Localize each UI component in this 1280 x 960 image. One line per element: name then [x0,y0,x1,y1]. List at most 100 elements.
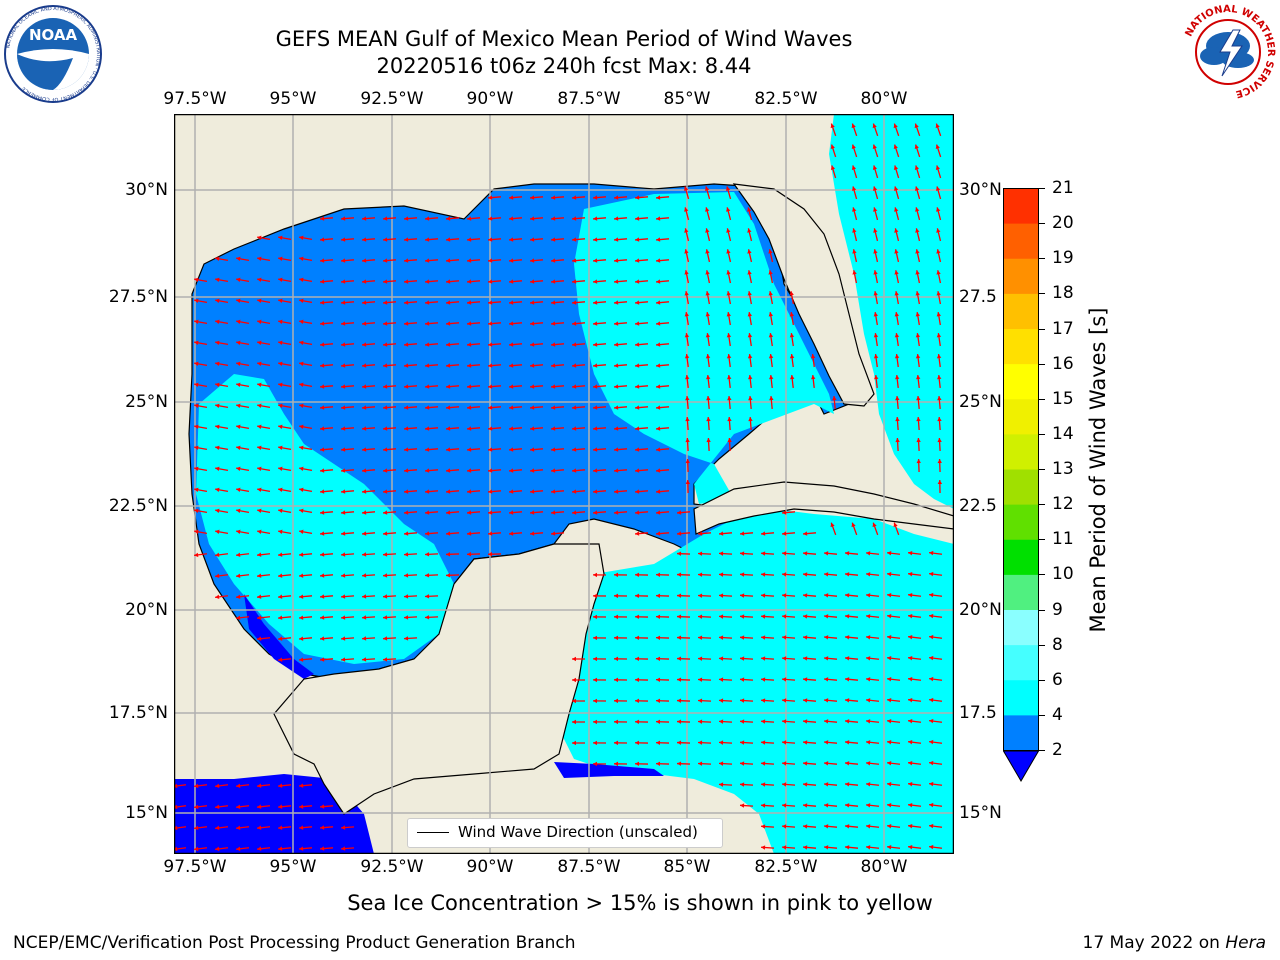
wind-wave-arrowhead [719,593,724,598]
wind-wave-arrowhead [404,573,409,578]
wind-wave-arrowhead [278,256,283,261]
wind-wave-arrowhead [278,594,283,599]
wind-wave-arrowhead [467,279,472,284]
wind-wave-arrowhead [572,321,577,326]
wind-wave-arrowhead [635,216,640,221]
wind-wave-arrowhead [383,510,388,515]
wind-wave-arrowhead [467,321,472,326]
wind-wave-arrowhead [593,426,598,431]
lat-tick-left: 27.5°N [108,287,168,307]
wind-wave-arrowhead [530,342,535,347]
wind-wave-arrowhead [719,635,724,640]
wind-wave-arrowhead [299,466,304,471]
colorbar-cell [1003,679,1039,716]
wind-wave-arrowhead [572,342,577,347]
wind-wave-arrowhead [769,396,774,401]
wind-wave-arrowhead [425,321,430,326]
wind-wave-arrowhead [404,594,409,599]
wind-wave-arrowhead [685,375,690,380]
wind-wave-arrowhead [803,656,808,661]
wind-wave-arrowhead [257,382,262,387]
colorbar-tick: 13 [1052,459,1074,479]
wind-wave-arrowhead [936,228,941,233]
wind-wave-arrowhead [782,803,787,808]
wind-wave-arrowhead [362,363,367,368]
wind-wave-arrowhead [726,249,731,254]
wind-wave-arrowhead [782,531,787,536]
wind-wave-arrowhead [488,426,493,431]
wind-wave-arrowhead [845,845,850,850]
lon-tick-top: 82.5°W [754,89,818,109]
wind-wave-arrowhead [215,445,220,450]
wind-wave-arrowhead [341,279,346,284]
wind-wave-arrowhead [593,656,598,662]
colorbar-tick: 16 [1052,353,1074,374]
wind-wave-arrowhead [873,333,879,338]
wind-wave-arrowhead [894,270,899,275]
wind-wave-arrowhead [362,279,367,284]
colorbar-tick-mark [1039,223,1045,225]
wind-wave-arrowhead [236,340,241,345]
wind-wave-arrowhead [852,270,857,275]
wind-wave-arrowhead [677,677,682,682]
wind-wave-arrowhead [551,531,556,536]
wind-wave-arrowhead [551,447,556,452]
wind-wave-arrowhead [873,312,879,317]
wind-wave-arrowhead [593,677,598,683]
wind-wave-arrowhead [893,186,899,191]
wind-wave-arrowhead [194,825,199,831]
wind-wave-arrowhead [936,333,942,338]
wind-wave-arrowhead [769,375,774,380]
wind-wave-arrowhead [866,761,871,766]
wind-wave-arrowhead [467,447,472,452]
wind-wave-arrowhead [341,300,346,305]
wind-wave-arrowhead [887,845,892,850]
wind-wave-arrowhead [937,480,943,485]
wind-wave-arrowhead [320,258,325,263]
wind-wave-arrowhead [194,382,199,387]
chart-title: GEFS MEAN Gulf of Mexico Mean Period of … [275,27,853,51]
colorbar-tick: 18 [1052,283,1074,304]
wind-wave-arrowhead [383,552,388,557]
wind-wave-arrowhead [908,571,913,577]
wind-wave-arrowhead [215,256,220,261]
wind-wave-arrowhead [257,573,262,578]
wind-wave-arrowhead [404,552,409,557]
lon-tick-bottom: 87.5°W [557,857,621,877]
wind-wave-arrowhead [614,761,619,767]
wind-wave-arrowhead [937,396,942,401]
wind-wave-arrowhead [851,123,856,129]
wind-wave-arrowhead [593,321,598,326]
wind-wave-arrowhead [705,207,710,212]
wind-wave-arrowhead [698,593,703,598]
wind-wave-arrowhead [614,342,619,347]
wind-wave-arrowhead [194,403,199,408]
wind-wave-arrowhead [866,698,871,703]
wind-wave-arrowhead [446,405,451,410]
wind-wave-arrowhead [299,445,304,450]
wind-wave-arrowhead [299,487,304,492]
wind-wave-arrowhead [684,354,690,359]
wind-wave-arrowhead [677,740,682,745]
wind-wave-arrowhead [257,256,262,261]
wind-wave-arrowhead [320,216,325,221]
wind-wave-arrowhead [789,291,794,296]
wind-wave-arrowhead [551,468,556,473]
colorbar-cell [1003,609,1039,646]
wind-wave-arrowhead [656,635,661,640]
wind-wave-arrowhead [509,384,514,389]
wind-wave-arrowhead [761,531,766,536]
wind-wave-arrowhead [852,228,857,233]
wind-wave-arrowhead [278,487,283,492]
wind-wave-arrowhead [916,459,921,464]
wind-wave-arrowhead [845,635,850,640]
wind-wave-arrowhead [425,552,430,557]
wind-wave-arrowhead [635,656,640,662]
colorbar-tick-mark [1039,293,1045,295]
wind-wave-arrowhead [915,291,920,296]
wind-wave-arrowhead [593,258,598,263]
wind-wave-arrowhead [635,614,640,620]
wind-wave-arrowhead [635,447,640,452]
wind-wave-arrowhead [727,375,732,380]
wind-wave-arrowhead [677,614,682,619]
